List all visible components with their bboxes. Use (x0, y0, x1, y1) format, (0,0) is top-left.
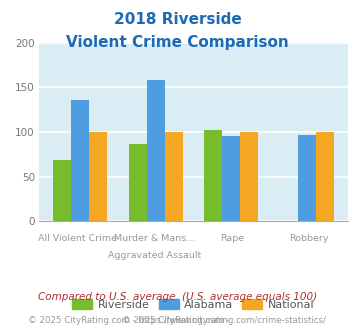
Text: Murder & Mans...: Murder & Mans... (114, 234, 196, 243)
Text: © 2025 CityRating.com -: © 2025 CityRating.com - (122, 316, 233, 325)
Bar (240, 132, 258, 221)
Bar (204, 130, 222, 221)
Text: Rape: Rape (220, 234, 244, 243)
Bar (89, 132, 108, 221)
Bar (147, 80, 165, 221)
Text: 2018 Riverside: 2018 Riverside (114, 12, 241, 26)
Text: Compared to U.S. average. (U.S. average equals 100): Compared to U.S. average. (U.S. average … (38, 292, 317, 302)
Text: Violent Crime Comparison: Violent Crime Comparison (66, 35, 289, 50)
Text: © 2025 CityRating.com - https://www.cityrating.com/crime-statistics/: © 2025 CityRating.com - https://www.city… (28, 316, 327, 325)
Bar (316, 132, 334, 221)
Text: Robbery: Robbery (290, 234, 329, 243)
Legend: Riverside, Alabama, National: Riverside, Alabama, National (68, 294, 319, 314)
Text: Aggravated Assault: Aggravated Assault (108, 251, 202, 260)
Bar (165, 132, 183, 221)
Bar (53, 160, 71, 221)
Bar (297, 135, 316, 221)
Text: © 2025 CityRating.com - https://www.cityrating.com/crime-statistics/: © 2025 CityRating.com - https://www.city… (28, 316, 327, 325)
Text: All Violent Crime: All Violent Crime (38, 234, 117, 243)
Bar (71, 100, 89, 221)
Bar (222, 136, 240, 221)
Bar (129, 144, 147, 221)
